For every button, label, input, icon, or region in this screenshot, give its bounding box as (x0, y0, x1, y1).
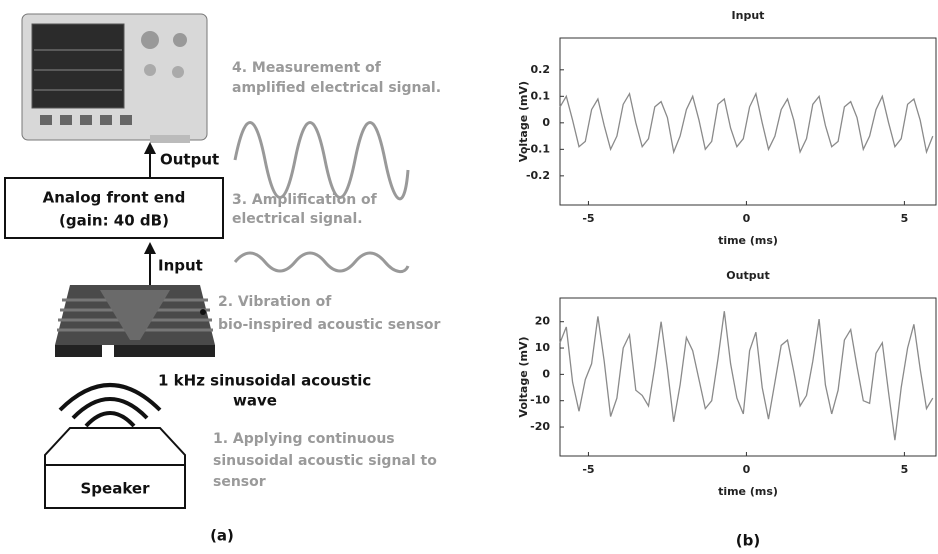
step-text: 4. Measurement of (232, 60, 382, 76)
front-end-text: Analog front end (43, 189, 186, 207)
x-tick-label: -5 (582, 212, 594, 225)
arrow-head (144, 142, 156, 154)
panel-label: (b) (736, 532, 760, 550)
input-label: Input (158, 257, 203, 275)
y-axis-label: Voltage (mV) (517, 81, 530, 162)
panel-label: (a) (210, 527, 234, 545)
y-tick-label: 0.1 (531, 89, 551, 102)
y-tick-label: -10 (530, 394, 550, 407)
step-text: sensor (213, 474, 266, 490)
x-tick-label: 5 (901, 463, 909, 476)
sensor (55, 285, 215, 357)
wave-label: wave (233, 392, 277, 410)
x-axis-label: time (ms) (718, 234, 778, 247)
y-tick-label: -0.2 (526, 169, 550, 182)
y-tick-label: -20 (530, 420, 550, 433)
step-text: bio-inspired acoustic sensor (218, 317, 441, 333)
x-tick-label: 5 (901, 212, 909, 225)
step-text: sinusoidal acoustic signal to (213, 453, 437, 469)
y-tick-label: 0 (542, 116, 550, 129)
y-tick-label: 0 (542, 367, 550, 380)
acoustic-wave (58, 383, 162, 428)
speaker (44, 427, 186, 509)
chart-title: Output (726, 269, 769, 282)
speaker-label: Speaker (81, 480, 151, 498)
y-tick-label: 0.2 (531, 63, 551, 76)
step-text: 3. Amplification of (232, 192, 378, 208)
y-tick-label: -0.1 (526, 142, 550, 155)
plot-frame (559, 37, 937, 206)
front-end-text: (gain: 40 dB) (59, 212, 169, 230)
line-series (559, 311, 934, 441)
step-text: amplified electrical signal. (232, 80, 441, 96)
step-text: electrical signal. (232, 211, 363, 227)
input-wave (233, 251, 410, 273)
y-tick-label: 10 (535, 341, 551, 354)
x-tick-label: 0 (743, 212, 751, 225)
line-series (559, 91, 934, 155)
step-text: 1. Applying continuous (213, 431, 395, 447)
y-tick-label: 20 (535, 315, 551, 328)
output-label: Output (160, 151, 219, 169)
front-end-box (4, 177, 224, 239)
wave-label: 1 kHz sinusoidal acoustic (158, 372, 371, 390)
x-tick-label: 0 (743, 463, 751, 476)
y-axis-label: Voltage (mV) (517, 336, 530, 417)
output-wave (233, 121, 410, 201)
arrow-head (144, 242, 156, 254)
step-text: 2. Vibration of (218, 294, 332, 310)
oscilloscope (21, 13, 208, 143)
x-tick-label: -5 (582, 463, 594, 476)
chart-title: Input (732, 9, 765, 22)
plot-frame (559, 297, 937, 457)
x-axis-label: time (ms) (718, 485, 778, 498)
